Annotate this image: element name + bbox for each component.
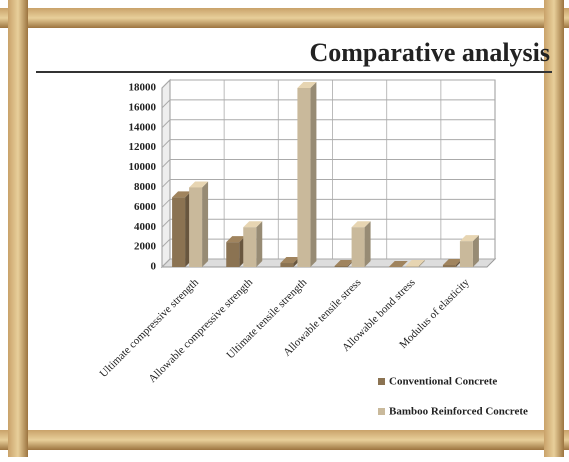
grid-line	[161, 99, 495, 109]
grid-line	[161, 159, 495, 168]
y-tick-label: 4000	[134, 221, 157, 233]
legend-label: Conventional Concrete	[389, 376, 497, 388]
bar-side	[472, 235, 479, 267]
bar-side	[310, 82, 317, 267]
y-tick-label: 0	[151, 261, 157, 273]
bar	[243, 227, 257, 267]
bar	[351, 227, 365, 267]
bar-top	[459, 235, 479, 242]
bar-side	[364, 221, 371, 267]
bar	[297, 88, 311, 267]
frame-left	[8, 0, 28, 457]
bar	[189, 187, 203, 267]
legend-swatch	[378, 408, 385, 415]
y-tick-label: 14000	[129, 121, 157, 133]
y-tick-label: 16000	[129, 101, 157, 113]
bar	[280, 263, 294, 267]
bar-top	[243, 221, 263, 228]
frame-top	[0, 8, 569, 28]
bar-top	[280, 257, 300, 264]
side-wall	[161, 78, 171, 269]
grid-line	[161, 119, 495, 129]
y-tick-label: 8000	[134, 181, 157, 193]
y-tick-label: 2000	[134, 241, 157, 253]
bar-top	[405, 260, 425, 267]
grid-line	[161, 139, 495, 149]
bar	[334, 266, 348, 267]
bar-side	[418, 260, 425, 267]
legend-swatch	[378, 378, 385, 385]
bar	[442, 265, 456, 267]
grid-line	[161, 218, 495, 228]
bar-top	[388, 261, 408, 267]
bar	[226, 242, 240, 267]
y-tick-label: 10000	[129, 161, 157, 173]
grid-line	[161, 198, 495, 208]
frame-bottom	[0, 430, 569, 450]
bar-side	[256, 221, 263, 267]
bar-top	[351, 221, 371, 228]
bar	[405, 266, 419, 267]
bar	[459, 241, 473, 267]
grid-line	[161, 238, 495, 248]
bar-top	[172, 191, 192, 198]
grid-line	[161, 258, 495, 268]
bar	[172, 197, 186, 267]
bar-side	[202, 181, 209, 267]
bar-top	[297, 82, 317, 88]
frame-right	[544, 0, 564, 457]
bar-top	[334, 260, 354, 267]
bar-top	[226, 236, 246, 243]
y-tick-label: 6000	[134, 201, 157, 213]
bar-top	[189, 181, 209, 188]
legend-label: Bamboo Reinforced Concrete	[389, 406, 528, 418]
y-tick-label: 18000	[129, 82, 157, 94]
bar-top	[442, 259, 462, 266]
grid-line	[161, 178, 495, 188]
slide-title: Comparative analysis	[310, 38, 551, 67]
y-tick-label: 12000	[129, 141, 157, 153]
grid-line	[161, 79, 495, 89]
